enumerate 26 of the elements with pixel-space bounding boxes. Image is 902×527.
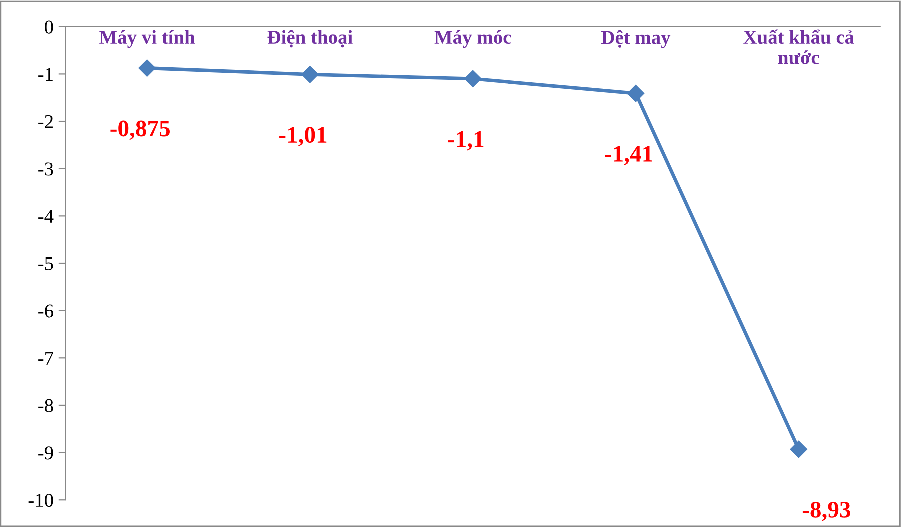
x-tick-label: Dệt may <box>602 30 671 48</box>
y-tick-label: -1 <box>38 68 53 81</box>
y-tick-label: -9 <box>38 446 54 460</box>
x-tick-label: Điện thoại <box>268 30 353 48</box>
x-tick-label: Xuất khẩu cả nước <box>744 30 854 64</box>
point <box>138 60 156 77</box>
y-tick-label: -4 <box>38 210 54 223</box>
y-tick-label: -5 <box>38 258 54 270</box>
point <box>790 440 808 458</box>
data-label: -1,1 <box>448 132 484 151</box>
y-tick-label: -8 <box>38 399 54 412</box>
point <box>464 70 482 88</box>
data-label: -1,01 <box>280 127 327 147</box>
x-tick-label: Máy vi tính <box>100 30 196 48</box>
data-label: -1,41 <box>605 146 652 166</box>
y-tick-label: -6 <box>38 304 54 318</box>
y-tick-label: -2 <box>38 115 53 128</box>
y-tick-label: 0 <box>45 20 54 34</box>
y-tick-label: -3 <box>38 162 54 176</box>
x-tick-label: Máy móc <box>434 30 512 48</box>
y-tick-label: -7 <box>38 352 54 365</box>
data-label: -8,93 <box>802 502 850 522</box>
data-label: -0,875 <box>110 120 170 140</box>
y-tick-label: -10 <box>28 494 54 508</box>
point <box>627 85 645 102</box>
point <box>302 66 319 84</box>
